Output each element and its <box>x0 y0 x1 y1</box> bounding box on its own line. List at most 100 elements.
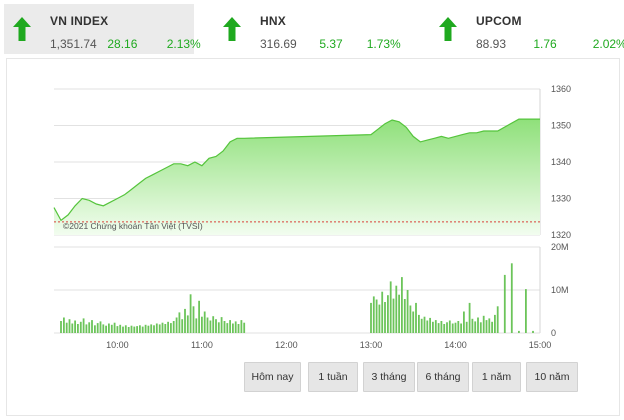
volume-bar <box>161 322 164 333</box>
volume-bar <box>403 299 406 333</box>
volume-bar <box>434 320 437 333</box>
index-change: 28.16 <box>107 37 138 51</box>
volume-bar <box>370 302 372 333</box>
volume-bar <box>518 330 520 333</box>
volume-bar <box>91 320 93 333</box>
index-change: 5.37 <box>319 37 343 51</box>
volume-bar <box>139 325 141 333</box>
volume-bar <box>401 277 403 333</box>
volume-bar <box>206 317 209 333</box>
timeframe-button-10-years[interactable]: 10 năm <box>526 362 578 392</box>
price-axis-labels: 1360 1350 1340 1330 1320 <box>551 84 571 240</box>
volume-bar <box>155 323 158 333</box>
volume-bar <box>426 320 429 333</box>
time-axis-labels: 10:00 11:00 12:00 13:00 14:00 15:00 <box>106 340 551 350</box>
volume-bar <box>485 320 488 333</box>
volume-bar <box>113 322 116 333</box>
volume-bar <box>74 320 76 333</box>
volume-bar <box>372 296 375 333</box>
volume-bar <box>122 326 124 333</box>
volume-tick-label: 0 <box>551 328 556 338</box>
volume-bar <box>192 306 195 333</box>
volume-bar <box>496 306 499 333</box>
volume-tick-label: 10M <box>551 285 569 295</box>
volume-bar <box>412 311 415 333</box>
volume-bar <box>460 323 462 333</box>
volume-bar <box>170 323 172 333</box>
index-card-hnx[interactable]: HNX 316.69 5.37 1.73% <box>214 4 410 54</box>
price-tick-label: 1330 <box>551 194 571 204</box>
index-value: 1,351.74 <box>50 37 97 51</box>
volume-bar <box>88 322 91 334</box>
volume-bar <box>443 324 446 333</box>
volume-bar <box>184 308 186 333</box>
volume-bar <box>240 320 243 333</box>
volume-bar <box>220 317 223 333</box>
volume-bar <box>384 302 386 333</box>
volume-bar <box>150 324 153 333</box>
volume-bar <box>116 326 119 333</box>
volume-bar <box>381 291 384 333</box>
volume-bar <box>189 294 192 333</box>
time-tick-label: 15:00 <box>529 340 552 350</box>
volume-bar <box>457 321 460 333</box>
price-tick-label: 1350 <box>551 121 571 131</box>
volume-bar <box>409 305 412 333</box>
volume-bar <box>532 330 534 333</box>
index-percent: 2.02% <box>592 37 624 51</box>
volume-bar <box>167 321 169 333</box>
volume-bar <box>164 324 167 333</box>
volume-bar <box>446 322 448 334</box>
volume-bar <box>448 320 451 333</box>
timeframe-button-3-months[interactable]: 3 tháng <box>363 362 415 392</box>
index-value: 316.69 <box>260 37 297 51</box>
volume-bar <box>482 315 485 333</box>
volume-bar <box>172 321 175 333</box>
volume-bar <box>389 281 392 333</box>
time-tick-label: 11:00 <box>191 340 213 350</box>
volume-tick-label: 20M <box>551 242 569 252</box>
volume-bar <box>477 317 479 333</box>
volume-bar <box>102 324 105 333</box>
index-card-upcom[interactable]: UPCOM 88.93 1.76 2.02% <box>430 4 624 54</box>
index-value: 88.93 <box>476 37 507 51</box>
volume-bar <box>105 325 107 333</box>
volume-bar <box>215 319 217 333</box>
volume-bar <box>217 322 220 334</box>
index-name: VN INDEX <box>50 14 109 28</box>
volume-bar <box>440 321 443 333</box>
timeframe-button-1-week[interactable]: 1 tuần <box>308 362 358 392</box>
volume-bars <box>60 263 534 334</box>
volume-bar <box>432 321 434 333</box>
volume-bar <box>503 274 506 333</box>
time-tick-label: 12:00 <box>275 340 298 350</box>
volume-bar <box>71 323 74 333</box>
volume-bar <box>454 322 457 333</box>
volume-bar <box>423 316 426 333</box>
volume-bar <box>392 298 395 333</box>
volume-bar <box>85 324 88 333</box>
index-card-vn-index[interactable]: VN INDEX 1,351.74 28.16 2.13% <box>4 4 201 54</box>
volume-bar <box>63 317 65 333</box>
volume-bar <box>147 325 150 333</box>
volume-bar <box>68 319 71 333</box>
volume-bar <box>471 318 474 333</box>
timeframe-button-today[interactable]: Hôm nay <box>244 362 301 392</box>
volume-bar <box>237 324 240 333</box>
index-bar: VN INDEX 1,351.74 28.16 2.13% HNX 316.69… <box>0 0 624 56</box>
volume-bar <box>181 319 184 333</box>
volume-bar <box>387 295 389 333</box>
volume-bar <box>229 320 231 333</box>
price-line <box>53 118 540 222</box>
volume-bar <box>488 318 491 333</box>
volume-bar <box>60 321 62 333</box>
index-percent: 2.13% <box>166 37 201 51</box>
timeframe-button-6-months[interactable]: 6 tháng <box>417 362 469 392</box>
timeframe-button-1-year[interactable]: 1 năm <box>472 362 521 392</box>
volume-bar <box>398 294 400 333</box>
volume-grid <box>54 246 541 334</box>
volume-bar <box>451 323 454 333</box>
index-name: UPCOM <box>476 14 522 28</box>
volume-bar <box>510 263 513 333</box>
volume-bar <box>406 290 409 333</box>
